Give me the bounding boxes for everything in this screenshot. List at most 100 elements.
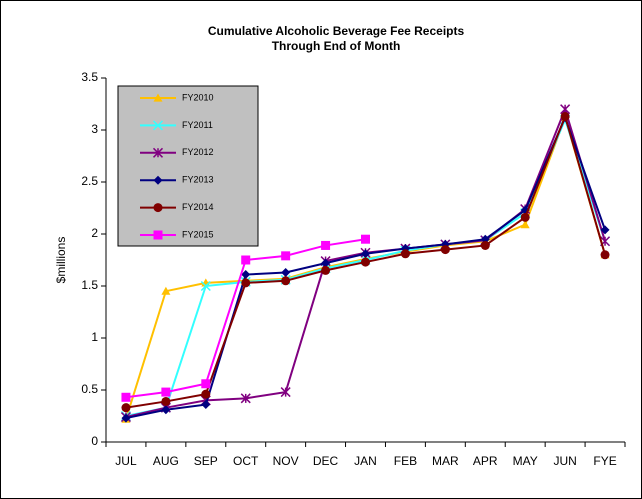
data-point-part: [400, 249, 410, 259]
data-point-part: [520, 212, 530, 222]
x-tick-label: APR: [473, 454, 498, 468]
y-tick-label: 2.5: [81, 174, 98, 188]
data-point: [520, 212, 530, 222]
data-point: [321, 258, 331, 268]
data-point: [280, 387, 291, 398]
data-point-part: [280, 387, 291, 398]
x-tick-label: JUL: [115, 454, 137, 468]
data-point-part: [440, 245, 450, 255]
data-point-part: [200, 280, 211, 292]
x-tick-label: SEP: [194, 454, 218, 468]
data-point-part: [480, 234, 490, 244]
legend-symbol-part: [153, 203, 163, 213]
data-point-part: [121, 392, 131, 402]
data-point: [560, 111, 570, 121]
legend-symbol: [153, 93, 163, 102]
data-point: [480, 240, 490, 250]
x-tick-label: NOV: [273, 454, 299, 468]
data-point: [200, 280, 211, 292]
x-tick-label: FEB: [394, 454, 417, 468]
x-tick-label: AUG: [153, 454, 179, 468]
legend-symbol: [153, 203, 163, 213]
data-point-part: [480, 240, 490, 250]
data-point-part: [241, 255, 251, 265]
data-point: [600, 250, 610, 260]
data-point-part: [560, 111, 570, 121]
data-point: [241, 255, 251, 265]
data-point-part: [201, 389, 211, 399]
data-point-part: [241, 270, 251, 280]
x-tick-label: OCT: [233, 454, 259, 468]
legend-symbol: [153, 175, 163, 185]
data-point: [321, 265, 331, 275]
data-point: [440, 245, 450, 255]
data-point-part: [161, 286, 171, 295]
chart-title: Through End of Month: [272, 39, 401, 53]
data-point: [400, 249, 410, 259]
data-point-part: [520, 220, 530, 229]
data-point: [321, 240, 331, 250]
legend-label: FY2013: [182, 175, 214, 185]
x-tick-label: JUN: [553, 454, 576, 468]
data-point-part: [121, 403, 131, 413]
data-point: [520, 220, 530, 229]
data-point: [121, 413, 131, 423]
y-tick-label: 0.5: [81, 382, 98, 396]
legend-symbol-part: [153, 230, 163, 240]
data-point-part: [121, 413, 131, 423]
data-point: [361, 257, 370, 267]
data-point: [241, 270, 251, 280]
data-point: [121, 403, 131, 413]
y-tick-label: 3: [91, 122, 98, 136]
data-point: [361, 249, 370, 259]
y-tick-label: 1: [91, 330, 98, 344]
data-point-part: [161, 405, 171, 415]
data-point-part: [281, 267, 291, 277]
data-point-part: [281, 276, 291, 286]
y-axis-label: $millions: [54, 237, 68, 284]
y-tick-label: 2: [91, 226, 98, 240]
data-point: [241, 278, 251, 288]
data-point-part: [321, 265, 331, 275]
data-point: [281, 276, 291, 286]
data-point-part: [281, 251, 291, 261]
data-point-part: [201, 379, 211, 389]
y-tick-label: 0: [91, 434, 98, 448]
chart-title: Cumulative Alcoholic Beverage Fee Receip…: [208, 24, 465, 38]
data-point: [121, 392, 131, 402]
legend-label: FY2010: [182, 92, 214, 102]
data-point: [480, 234, 490, 244]
data-point: [201, 389, 211, 399]
y-tick-label: 1.5: [81, 278, 98, 292]
data-point: [161, 387, 171, 397]
legend-label: FY2012: [182, 147, 214, 157]
data-point: [240, 393, 251, 404]
x-tick-label: JAN: [354, 454, 377, 468]
legend-symbol-part: [152, 147, 164, 158]
data-point-part: [240, 393, 251, 404]
legend-symbol: [152, 120, 164, 131]
legend-symbol-part: [153, 175, 163, 185]
data-point: [201, 379, 211, 389]
legend-label: FY2011: [182, 120, 213, 130]
legend-symbol: [152, 147, 164, 158]
legend-symbol-part: [153, 93, 163, 102]
data-point: [281, 267, 291, 277]
data-point: [161, 405, 171, 415]
data-point: [361, 234, 370, 244]
legend-box: [117, 85, 259, 247]
data-point-part: [201, 400, 211, 410]
legend-label: FY2014: [182, 202, 214, 212]
data-point-part: [600, 225, 610, 235]
data-point: [600, 225, 610, 235]
x-tick-label: DEC: [313, 454, 339, 468]
data-point-part: [161, 387, 171, 397]
legend-label: FY2015: [182, 229, 214, 239]
x-tick-label: MAY: [513, 454, 538, 468]
data-point: [161, 396, 171, 406]
legend-symbol: [153, 230, 163, 240]
data-point-part: [321, 240, 331, 250]
data-point-part: [161, 396, 171, 406]
